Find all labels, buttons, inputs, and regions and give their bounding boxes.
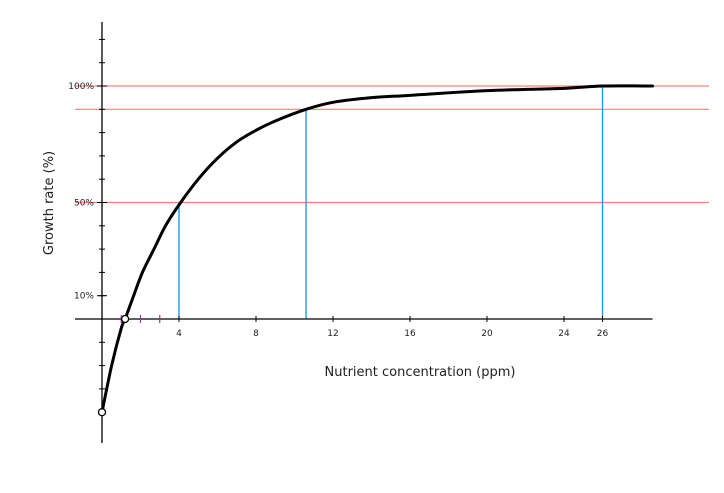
x-tick-label: 20 bbox=[481, 329, 493, 339]
x-axis-title: Nutrient concentration (ppm) bbox=[325, 365, 516, 380]
x-tick-label: 16 bbox=[404, 329, 416, 339]
y-tick-label: 100% bbox=[68, 82, 94, 92]
x-tick-label: 12 bbox=[327, 329, 338, 339]
series-group bbox=[100, 84, 655, 414]
axes: 100% 50% 10% 4 8 12 16 20 24 26 bbox=[68, 22, 653, 443]
x-tick-label: 8 bbox=[253, 329, 259, 339]
reference-lines bbox=[75, 85, 709, 319]
open-marker bbox=[120, 314, 130, 324]
growth-curve bbox=[100, 84, 655, 414]
x-tick-label: 26 bbox=[597, 329, 609, 339]
markers-group bbox=[97, 314, 130, 417]
x-tick-label: 24 bbox=[558, 329, 570, 339]
y-tick-label: 50% bbox=[74, 199, 94, 209]
y-tick-label: 10% bbox=[74, 292, 94, 302]
y-axis-title: Growth rate (%) bbox=[42, 151, 57, 255]
open-marker bbox=[97, 408, 107, 417]
x-tick-label: 4 bbox=[176, 329, 182, 339]
